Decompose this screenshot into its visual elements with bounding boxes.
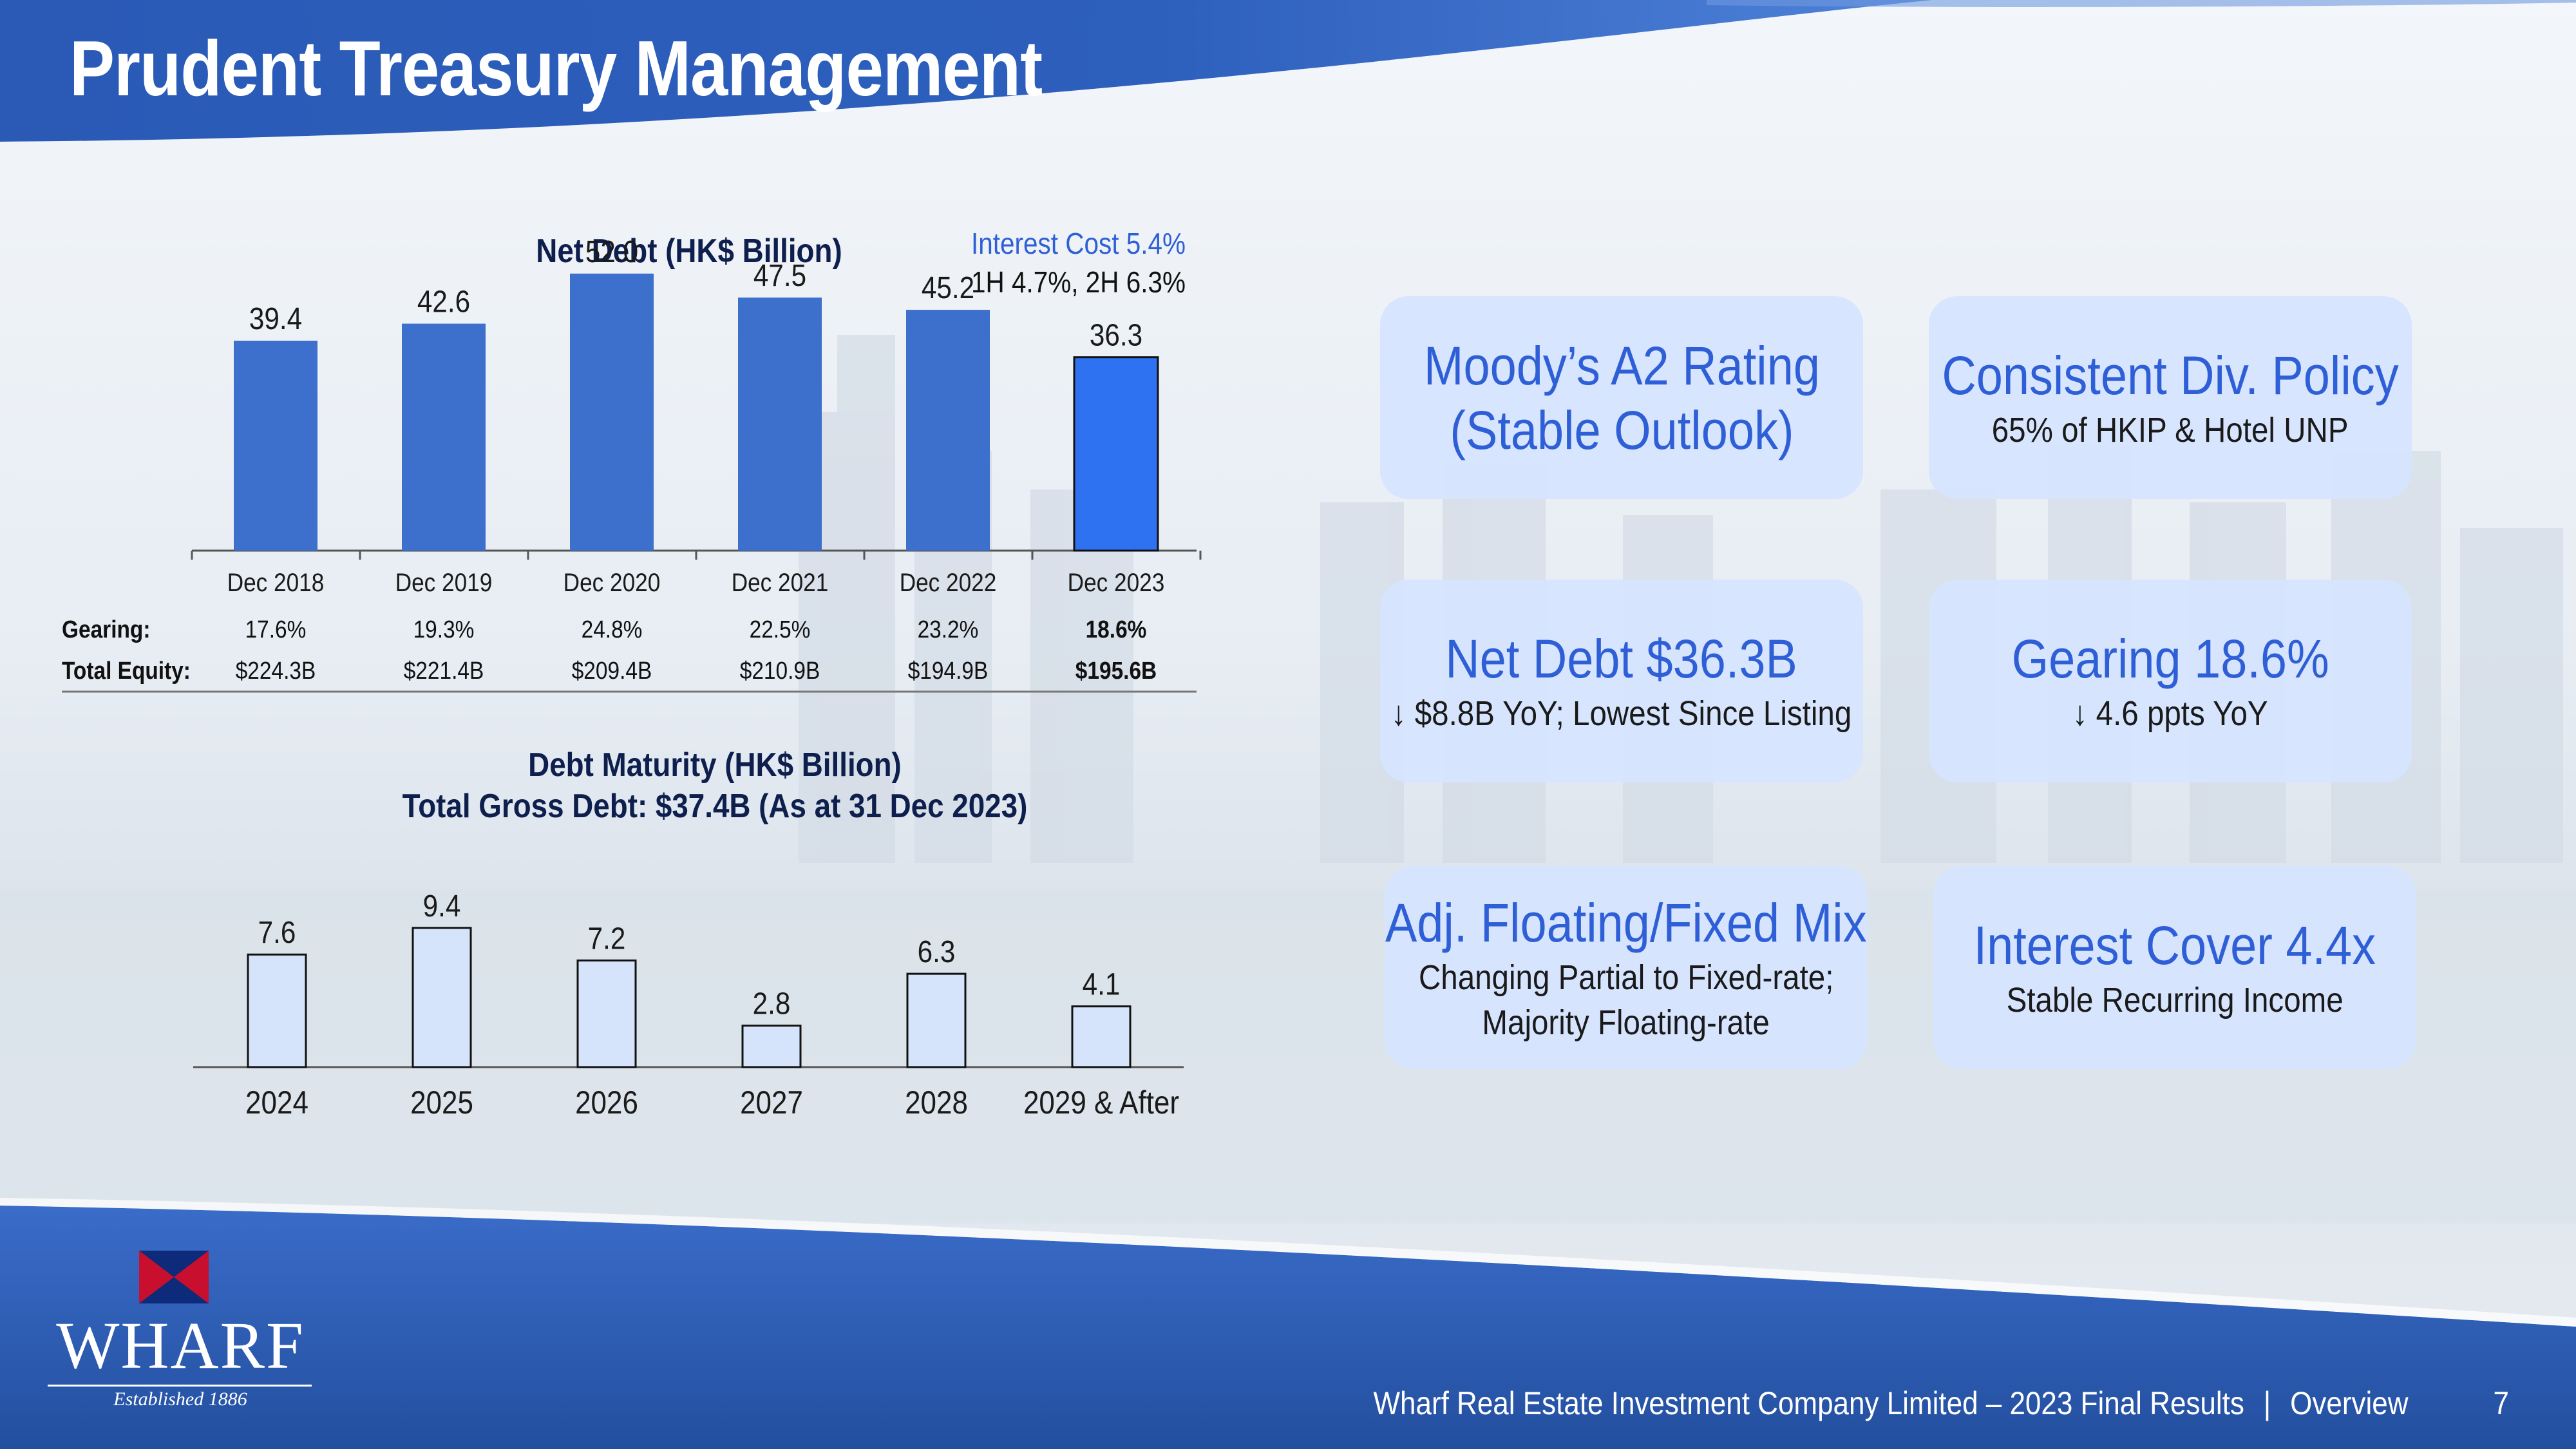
footer-band <box>0 1206 2576 1449</box>
debt-maturity-chart: 7.6 2024 9.4 2025 7.2 2026 2.8 2027 6.3 2028 4.1 20… <box>193 888 1184 1121</box>
net-debt-bar <box>906 310 990 551</box>
gearing-box: Gearing 18.6% ↓ 4.6 ppts YoY <box>1929 580 2412 782</box>
net-debt-value-label: 39.4 <box>249 301 302 336</box>
floating-fixed-mix-subtitle: Changing Partial to Fixed-rate; <box>1418 958 1834 997</box>
table-cell: $224.3B <box>236 657 316 684</box>
footer-section: Overview <box>2290 1385 2409 1421</box>
interest-cost-note: Interest Cost 5.4% 1H 4.7%, 2H 6.3% <box>971 224 1186 301</box>
maturity-bar <box>741 1025 802 1068</box>
net-debt-bar <box>1073 356 1159 552</box>
maturity-value-label: 7.6 <box>258 915 296 950</box>
wharf-logo-mark <box>139 1251 209 1303</box>
header-band <box>0 0 1932 142</box>
wharf-logo-wordmark: WHARF <box>56 1309 305 1383</box>
net-debt-bar <box>234 341 317 551</box>
moodys-rating-outlook: (Stable Outlook) <box>1449 399 1794 460</box>
table-row-label: Total Equity: <box>62 657 191 684</box>
wharf-logo-rule <box>48 1385 312 1387</box>
net-debt-subtitle: ↓ $8.8B YoY; Lowest Since Listing <box>1391 694 1852 733</box>
table-cell: 19.3% <box>413 616 475 643</box>
net-debt-title: Net Debt $36.3B <box>1445 628 1798 689</box>
table-cell: $209.4B <box>572 657 652 684</box>
net-debt-bar <box>570 273 654 551</box>
maturity-value-label: 9.4 <box>423 888 461 923</box>
net-debt-bar <box>738 298 822 551</box>
table-cell: 23.2% <box>918 616 979 643</box>
interest-cost-line: Interest Cost 5.4% <box>971 227 1186 260</box>
gearing-title: Gearing 18.6% <box>2011 628 2329 689</box>
floating-fixed-mix-title: Adj. Floating/Fixed Mix <box>1385 892 1867 953</box>
maturity-category-label: 2026 <box>575 1084 638 1120</box>
interest-cover-title: Interest Cover 4.4x <box>1973 914 2376 976</box>
net-debt-category-label: Dec 2018 <box>227 568 325 597</box>
page-title: Prudent Treasury Management <box>70 24 1043 112</box>
table-cell: $194.9B <box>908 657 989 684</box>
debt-maturity-chart-title: Debt Maturity (HK$ Billion) <box>528 746 902 784</box>
interest-cover-box: Interest Cover 4.4x Stable Recurring Inc… <box>1933 866 2416 1069</box>
footer: Wharf Real Estate Investment Company Lim… <box>1373 1385 2509 1422</box>
net-debt-value-label: 52.0 <box>585 234 638 269</box>
maturity-bar <box>1071 1005 1132 1068</box>
table-row-label: Gearing: <box>62 616 150 643</box>
maturity-value-label: 4.1 <box>1083 967 1121 1001</box>
table-cell: 24.8% <box>582 616 643 643</box>
maturity-category-label: 2029 & After <box>1023 1084 1179 1120</box>
gearing-subtitle: ↓ 4.6 ppts YoY <box>2072 694 2268 733</box>
moodys-rating-title: Moody’s A2 Rating <box>1423 335 1820 396</box>
dividend-policy-title: Consistent Div. Policy <box>1942 345 2399 406</box>
table-cell: $195.6B <box>1075 657 1157 684</box>
page-number: 7 <box>2493 1385 2509 1421</box>
wharf-logo: WHARF Established 1886 <box>45 1251 316 1410</box>
interest-cover-subtitle: Stable Recurring Income <box>2006 980 2344 1019</box>
net-debt-value-label: 45.2 <box>922 270 974 305</box>
net-debt-category-label: Dec 2023 <box>1068 568 1165 597</box>
maturity-category-label: 2025 <box>410 1084 473 1120</box>
net-debt-value-label: 36.3 <box>1090 317 1142 352</box>
maturity-value-label: 6.3 <box>918 934 956 969</box>
maturity-bar <box>247 953 307 1068</box>
debt-maturity-chart-subtitle: Total Gross Debt: $37.4B (As at 31 Dec 2… <box>402 788 1028 825</box>
footer-company: Wharf Real Estate Investment Company Lim… <box>1373 1385 2244 1421</box>
maturity-value-label: 2.8 <box>753 986 791 1021</box>
moodys-rating-box: Moody’s A2 Rating (Stable Outlook) <box>1380 296 1863 499</box>
net-debt-category-label: Dec 2022 <box>900 568 997 597</box>
maturity-bar <box>906 972 967 1068</box>
net-debt-chart-title: Net Debt (HK$ Billion) <box>536 232 842 270</box>
maturity-bar <box>576 959 637 1068</box>
maturity-bar <box>412 927 472 1068</box>
net-debt-bar <box>402 323 486 551</box>
footer-separator: | <box>2263 1385 2271 1421</box>
net-debt-box: Net Debt $36.3B ↓ $8.8B YoY; Lowest Sinc… <box>1380 580 1863 782</box>
table-cell: 17.6% <box>245 616 307 643</box>
maturity-category-label: 2028 <box>905 1084 968 1120</box>
table-cell: $210.9B <box>740 657 820 684</box>
net-debt-category-label: Dec 2021 <box>732 568 829 597</box>
dividend-policy-box: Consistent Div. Policy 65% of HKIP & Hot… <box>1929 296 2412 499</box>
interest-cost-halves-line: 1H 4.7%, 2H 6.3% <box>971 265 1186 299</box>
floating-fixed-mix-box: Adj. Floating/Fixed Mix Changing Partial… <box>1385 866 1868 1069</box>
wharf-logo-tagline: Established 1886 <box>113 1388 247 1410</box>
table-cell: 18.6% <box>1086 616 1147 643</box>
net-debt-category-label: Dec 2020 <box>564 568 661 597</box>
net-debt-chart: 39.4 Dec 2018 42.6 Dec 2019 52.0 Dec 2020 47.5… <box>62 234 1202 693</box>
net-debt-category-label: Dec 2019 <box>395 568 493 597</box>
maturity-value-label: 7.2 <box>588 921 626 956</box>
dividend-policy-subtitle: 65% of HKIP & Hotel UNP <box>1992 410 2349 450</box>
maturity-category-label: 2027 <box>740 1084 803 1120</box>
table-cell: $221.4B <box>404 657 484 684</box>
table-cell: 22.5% <box>750 616 811 643</box>
net-debt-value-label: 42.6 <box>417 284 470 319</box>
maturity-category-label: 2024 <box>245 1084 308 1120</box>
net-debt-value-label: 47.5 <box>753 258 806 293</box>
floating-fixed-mix-subtitle-2: Majority Floating-rate <box>1482 1003 1770 1042</box>
